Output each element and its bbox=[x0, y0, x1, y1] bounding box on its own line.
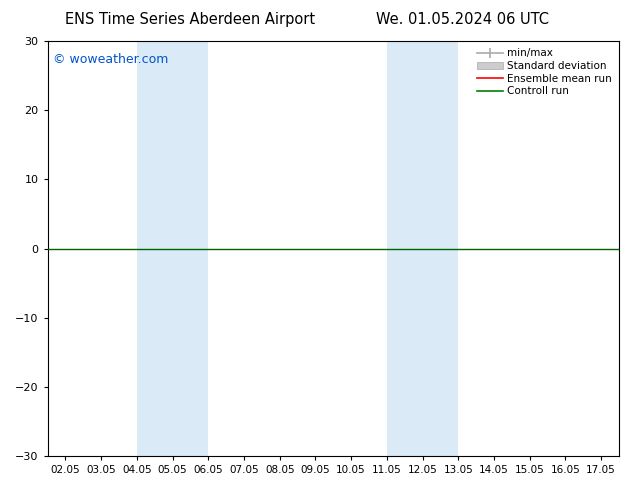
Legend: min/max, Standard deviation, Ensemble mean run, Controll run: min/max, Standard deviation, Ensemble me… bbox=[475, 46, 614, 98]
Text: We. 01.05.2024 06 UTC: We. 01.05.2024 06 UTC bbox=[377, 12, 549, 27]
Bar bbox=[387, 41, 458, 456]
Bar bbox=[137, 41, 208, 456]
Text: © woweather.com: © woweather.com bbox=[53, 53, 169, 67]
Text: ENS Time Series Aberdeen Airport: ENS Time Series Aberdeen Airport bbox=[65, 12, 315, 27]
